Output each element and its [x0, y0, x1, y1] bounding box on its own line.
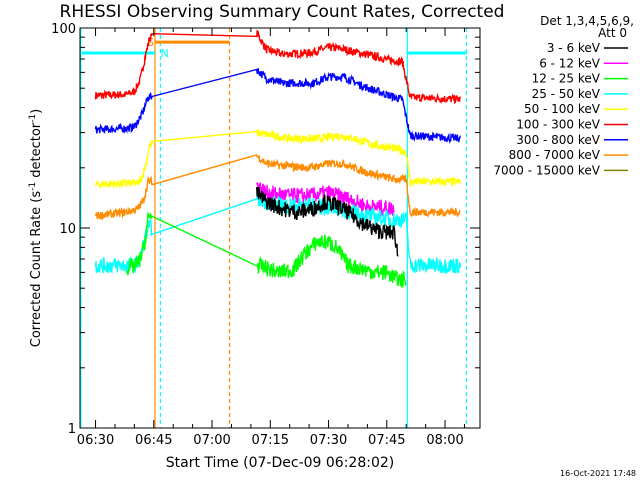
annotation-n: N: [161, 47, 169, 60]
chart-title: RHESSI Observing Summary Count Rates, Co…: [60, 2, 505, 22]
x-tick-label: 07:15: [252, 433, 289, 448]
y-tick-label: 100: [51, 22, 76, 37]
annotation-s: S: [147, 36, 154, 49]
legend-label: 50 - 100 keV: [524, 102, 601, 116]
legend-label: 800 - 7000 keV: [509, 148, 601, 162]
y-axis-label-text: Corrected Count Rate (s: [29, 191, 44, 348]
plot-area: SN: [80, 28, 468, 428]
legend-label: 6 - 12 keV: [539, 56, 601, 70]
series-line-7: [94, 68, 462, 145]
series-line-6: [94, 30, 462, 105]
x-tick-label: 08:00: [426, 433, 463, 448]
legend-title-line1: Det 1,3,4,5,6,9,: [540, 14, 634, 28]
y-tick-label: 1: [68, 422, 76, 437]
legend-label: 3 - 6 keV: [547, 41, 601, 55]
y-tick-label: 10: [59, 222, 76, 237]
y-axis-label-close: ): [29, 109, 44, 114]
axes: 1 10 100 06:30 06:45 07:00 07:15 07:30 07:45 08:0…: [51, 22, 481, 448]
legend-title-line2: Att 0: [598, 26, 627, 40]
legend-label: 300 - 800 keV: [516, 133, 600, 147]
y-axis-label-sup1: -1: [28, 182, 38, 191]
legend-label: 25 - 50 keV: [532, 87, 601, 101]
footer-date: 16-Oct-2021 17:48: [560, 469, 636, 478]
y-axis-label: Corrected Count Rate (s-1 detector-1): [28, 109, 44, 347]
x-tick-label: 07:45: [368, 433, 405, 448]
legend-label: 12 - 25 keV: [532, 72, 601, 86]
series-line-3: [126, 211, 407, 288]
series-line-8: [94, 154, 461, 221]
legend-label: 7000 - 15000 keV: [493, 163, 600, 177]
legend-label: 100 - 300 keV: [516, 118, 600, 132]
x-axis-label: Start Time (07-Dec-09 06:28:02): [166, 455, 394, 471]
plot-frame: [79, 27, 481, 429]
x-tick-label: 06:30: [77, 433, 114, 448]
x-tick-label: 07:00: [193, 433, 230, 448]
series-line-4: [94, 191, 462, 275]
x-tick-label: 06:45: [135, 433, 172, 448]
series-line-5: [94, 129, 462, 189]
x-tick-label: 07:30: [310, 433, 347, 448]
series-line-1: [256, 186, 399, 257]
y-axis-label-text2: detector: [29, 122, 44, 182]
y-axis-label-sup2: -1: [28, 114, 38, 123]
